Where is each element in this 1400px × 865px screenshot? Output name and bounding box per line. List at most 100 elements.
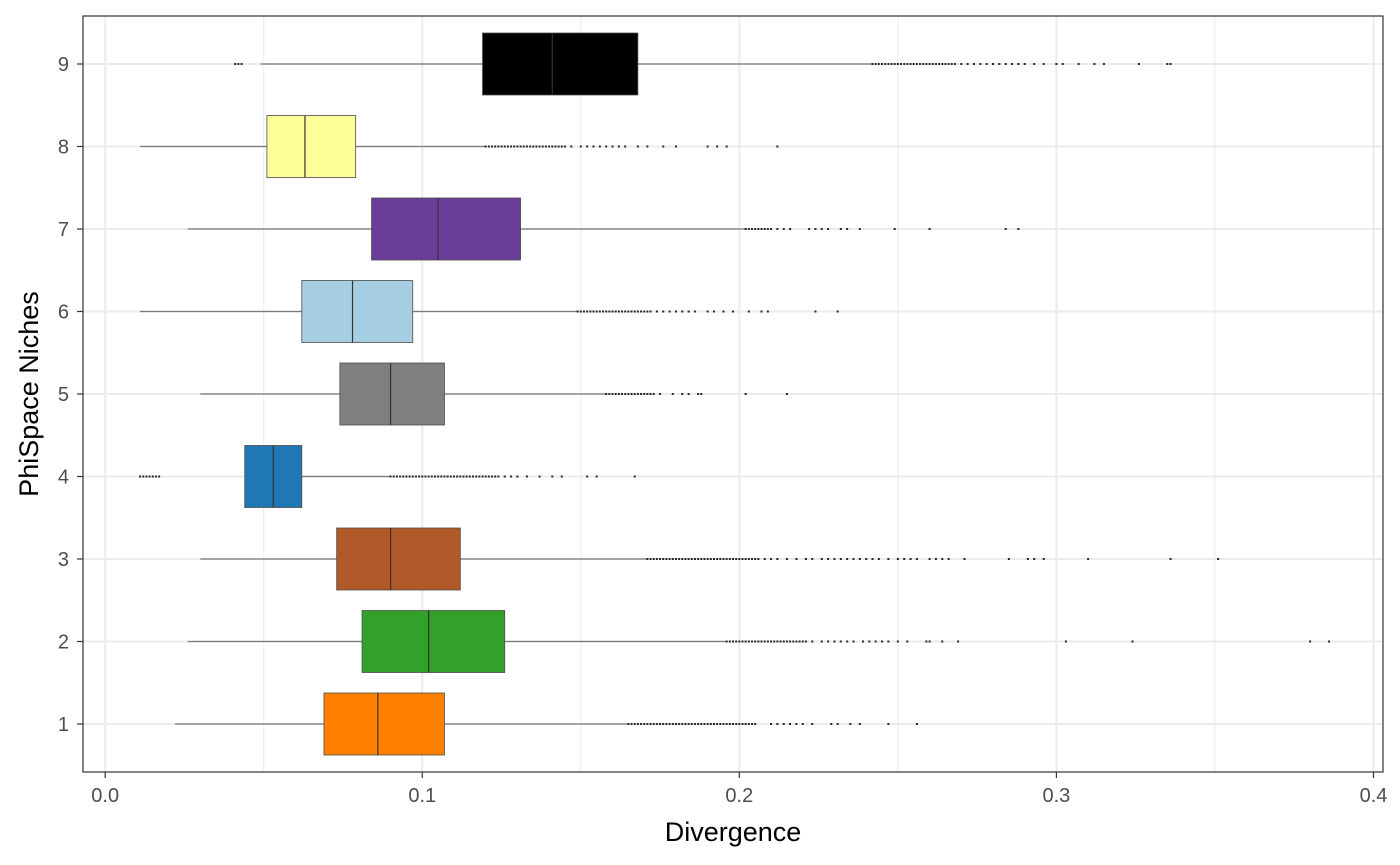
outlier-point [728,558,731,560]
outlier-point [693,310,696,313]
outlier-point [732,310,734,313]
outlier-point [652,558,655,560]
outlier-point [481,475,484,478]
y-tick-label: 6 [58,302,69,324]
outlier-point [624,310,627,313]
outlier-point [963,558,966,560]
outlier-point [789,723,792,725]
outlier-point [722,558,725,560]
outlier-point [646,310,649,313]
outlier-point [804,558,807,560]
box-niche-3 [200,527,1220,591]
outlier-point [877,558,880,560]
outlier-point [668,310,671,313]
outlier-point [649,558,652,560]
outlier-point [586,310,589,313]
outlier-point [1023,63,1026,65]
outlier-point [617,310,620,313]
outlier-point [751,640,754,643]
boxplot-series [139,32,1331,756]
outlier-point [896,640,899,643]
box-niche-5 [200,362,788,426]
outlier-point [1017,63,1020,65]
outlier-point [586,475,589,478]
outlier-point [925,63,928,65]
outlier-point [820,228,823,230]
outlier-point [687,393,690,395]
outlier-point [744,558,747,560]
outlier-point [678,723,681,725]
outlier-point [957,640,960,643]
outlier-point [1093,63,1096,65]
outlier-point [614,393,617,395]
outlier-point [877,63,880,65]
outlier-point [503,145,506,148]
outlier-point [890,63,893,65]
outlier-point [858,558,861,560]
outlier-point [665,558,668,560]
outlier-point [497,145,500,148]
outlier-point [487,475,490,478]
outlier-point [586,145,589,148]
outlier-point [560,145,563,148]
outlier-point [640,723,643,725]
outlier-point [747,228,750,230]
outlier-point [402,475,405,478]
outlier-point [766,640,769,643]
outlier-point [839,640,842,643]
outlier-point [684,558,687,560]
outlier-point [668,723,671,725]
outlier-point [1077,63,1080,65]
outlier-point [760,310,763,313]
outlier-point [747,310,750,313]
outlier-point [722,310,725,313]
outlier-point [836,310,839,313]
outlier-point [1055,63,1058,65]
outlier-point [687,558,690,560]
outlier-point [459,475,462,478]
outlier-point [811,640,814,643]
outlier-point [887,640,890,643]
outlier-point [662,145,665,148]
outlier-point [868,640,871,643]
outlier-point [846,228,849,230]
outlier-point [611,145,614,148]
outlier-point [687,723,690,725]
outlier-point [630,723,633,725]
outlier-point [858,723,861,725]
outlier-point [941,640,944,643]
outlier-point [830,723,833,725]
outlier-point [643,310,646,313]
outlier-point [681,310,684,313]
outlier-point [846,640,849,643]
outlier-point [751,558,754,560]
outlier-point [915,723,918,725]
outlier-point [602,310,604,313]
box-iqr [339,362,445,426]
outlier-point [494,475,497,478]
outlier-point [633,723,636,725]
outlier-point [849,723,852,725]
outlier-point [833,640,836,643]
outlier-point [789,640,792,643]
outlier-point [871,63,874,65]
outlier-point [846,558,849,560]
outlier-point [579,310,582,313]
outlier-point [820,558,823,560]
outlier-point [700,558,703,560]
outlier-point [154,475,157,478]
x-tick-label: 0.4 [1360,785,1388,807]
outlier-point [478,475,481,478]
outlier-point [747,723,750,725]
outlier-point [640,310,643,313]
outlier-point [874,63,877,65]
outlier-point [472,475,474,478]
outlier-point [700,723,703,725]
outlier-point [684,723,687,725]
outlier-point [142,475,145,478]
outlier-point [709,723,712,725]
outlier-point [1137,63,1140,65]
outlier-point [627,310,630,313]
outlier-point [1102,63,1105,65]
